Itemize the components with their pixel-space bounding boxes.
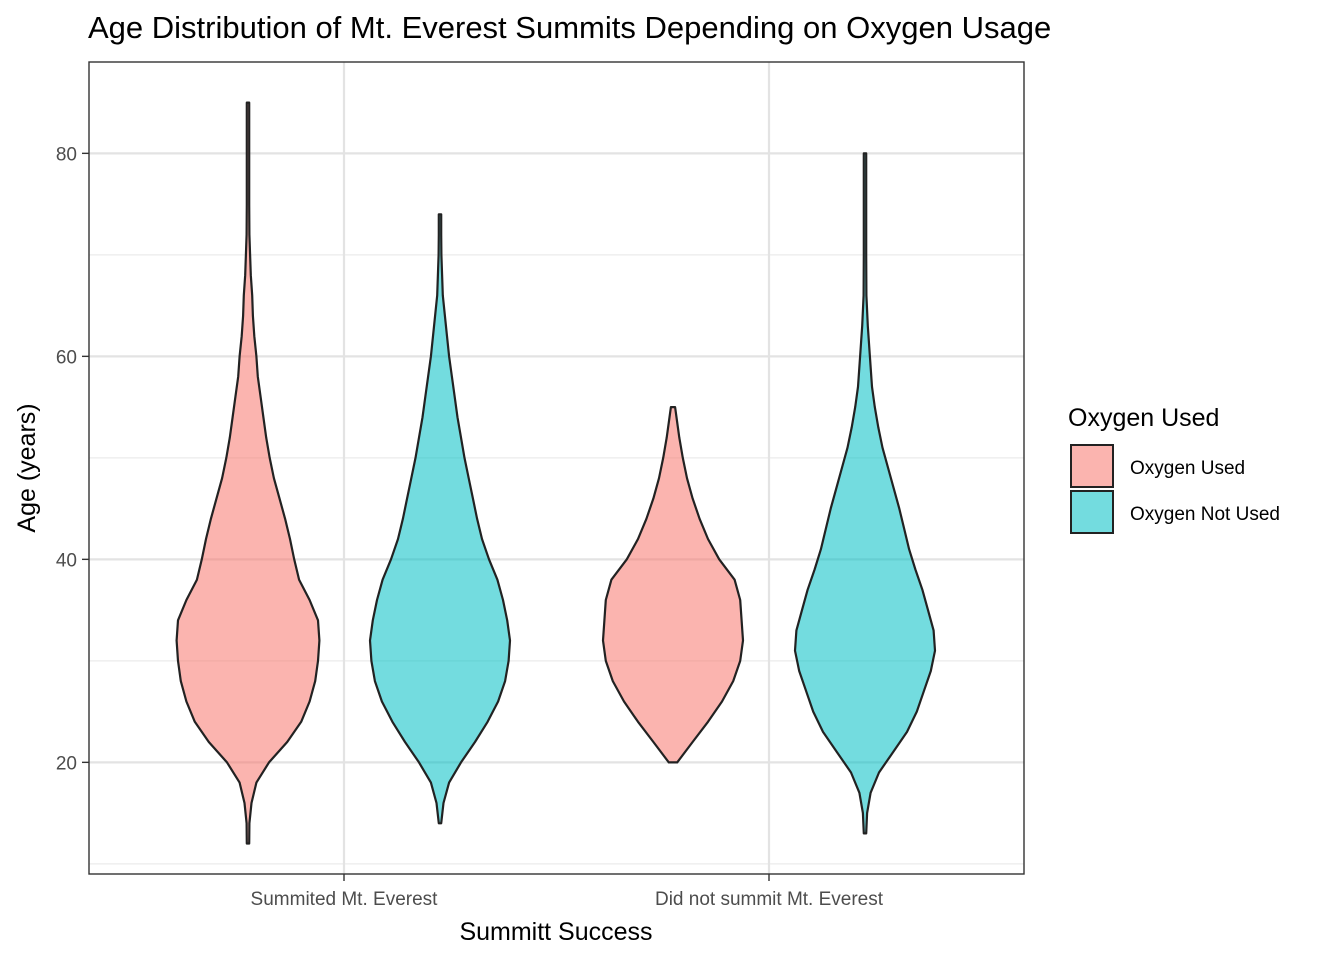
legend-swatch [1070,444,1114,488]
y-tick-label: 20 [56,753,77,774]
x-tick-label: Summited Mt. Everest [251,889,439,910]
violin-oxygen-used-summited [175,101,321,845]
x-axis-title: Summitt Success [459,918,652,946]
y-axis: 20 40 60 80 [56,144,89,774]
x-tick-label: Did not summit Mt. Everest [655,889,884,910]
violin-oxygen-not-used-not-summited [793,152,937,835]
violin-oxygen-used-not-summited [601,406,745,764]
legend: Oxygen Used Oxygen Used Oxygen Not Used [1068,404,1280,534]
violins [175,101,937,845]
y-tick-label: 80 [56,144,77,165]
x-axis: Summited Mt. Everest Did not summit Mt. E… [251,874,884,910]
panel-border [88,61,1025,875]
legend-label: Oxygen Not Used [1130,504,1280,525]
legend-swatch [1070,490,1114,534]
legend-label: Oxygen Used [1130,458,1245,479]
chart-title: Age Distribution of Mt. Everest Summits … [88,10,1052,45]
y-axis-title: Age (years) [13,403,41,532]
violin-oxygen-not-used-summited [368,213,512,825]
y-tick-label: 40 [56,550,77,571]
legend-title: Oxygen Used [1068,404,1219,432]
y-tick-label: 60 [56,347,77,368]
